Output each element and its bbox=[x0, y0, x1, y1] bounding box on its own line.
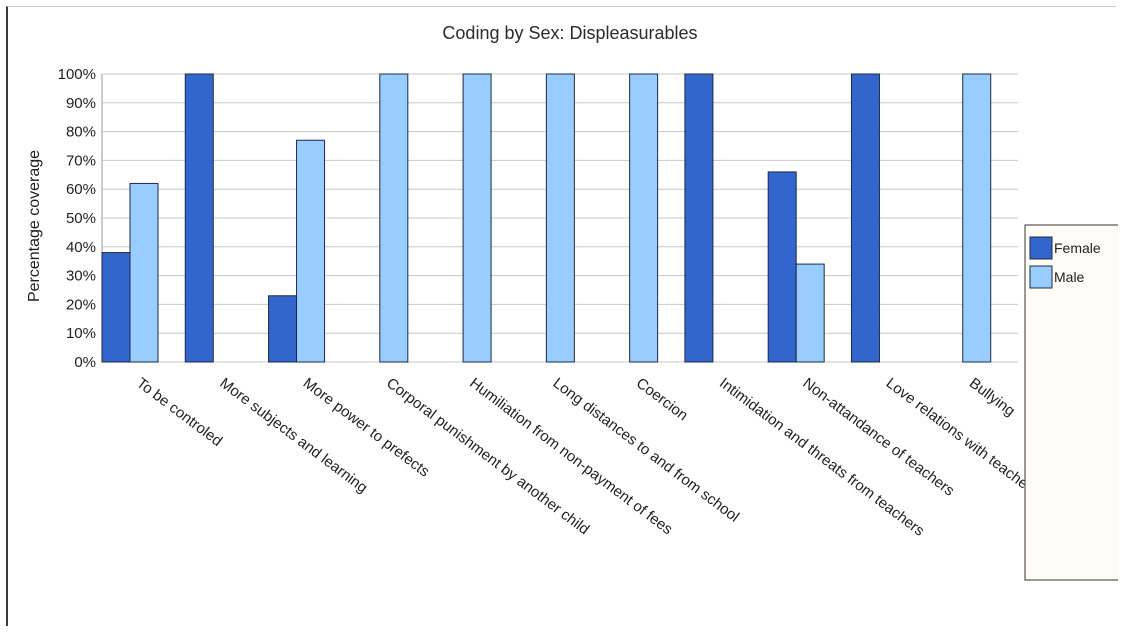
y-tick-label: 30% bbox=[66, 268, 96, 285]
y-tick-labels: 0% 10% 20% 30% 40% 50% 60% 70% 80% 90% 100% bbox=[58, 66, 96, 371]
chart-title: Coding by Sex: Displeasurables bbox=[442, 23, 697, 43]
y-tick-label: 10% bbox=[66, 325, 96, 342]
y-tick-label: 70% bbox=[66, 152, 96, 169]
chart-frame: Coding by Sex: Displeasurables Percentag… bbox=[6, 6, 1118, 626]
x-tick-label: Bullying bbox=[966, 375, 1018, 420]
bar-male bbox=[962, 73, 992, 363]
legend-swatch-female bbox=[1029, 236, 1053, 260]
x-tick-label: Non-attandance of teachers bbox=[799, 375, 957, 500]
bars bbox=[101, 73, 992, 363]
legend-swatch-male bbox=[1029, 265, 1053, 289]
bar-male bbox=[629, 73, 659, 363]
x-tick-label: Coercion bbox=[633, 375, 691, 425]
y-axis-label: Percentage coverage bbox=[26, 150, 43, 302]
legend-label-male: Male bbox=[1054, 269, 1085, 285]
y-tick-label: 60% bbox=[66, 181, 96, 198]
bar-male bbox=[545, 73, 575, 363]
y-tick-label: 20% bbox=[66, 296, 96, 313]
x-tick-label: More subjects and learning bbox=[217, 375, 371, 497]
y-tick-label: 40% bbox=[66, 239, 96, 256]
y-tick-label: 100% bbox=[58, 66, 96, 83]
bar-male bbox=[462, 73, 492, 363]
x-tick-label: To be controled bbox=[133, 375, 225, 450]
bar-male bbox=[379, 73, 409, 363]
y-tick-label: 90% bbox=[66, 95, 96, 112]
y-tick-label: 0% bbox=[74, 354, 96, 371]
x-tick-label: Love relations with teachers bbox=[883, 375, 1042, 500]
legend: Female Male bbox=[1024, 224, 1118, 581]
bar-male bbox=[129, 182, 159, 363]
legend-label-female: Female bbox=[1054, 240, 1101, 256]
bar-female bbox=[184, 73, 214, 363]
y-tick-label: 80% bbox=[66, 124, 96, 141]
bar-female bbox=[850, 73, 880, 363]
bar-female bbox=[101, 252, 131, 363]
bar-female bbox=[684, 73, 714, 363]
bar-female bbox=[268, 295, 298, 363]
bar-female bbox=[767, 171, 797, 363]
bar-chart: Coding by Sex: Displeasurables Percentag… bbox=[26, 23, 1118, 581]
y-tick-label: 50% bbox=[66, 210, 96, 227]
bar-male bbox=[296, 139, 326, 363]
bar-male bbox=[795, 263, 825, 363]
